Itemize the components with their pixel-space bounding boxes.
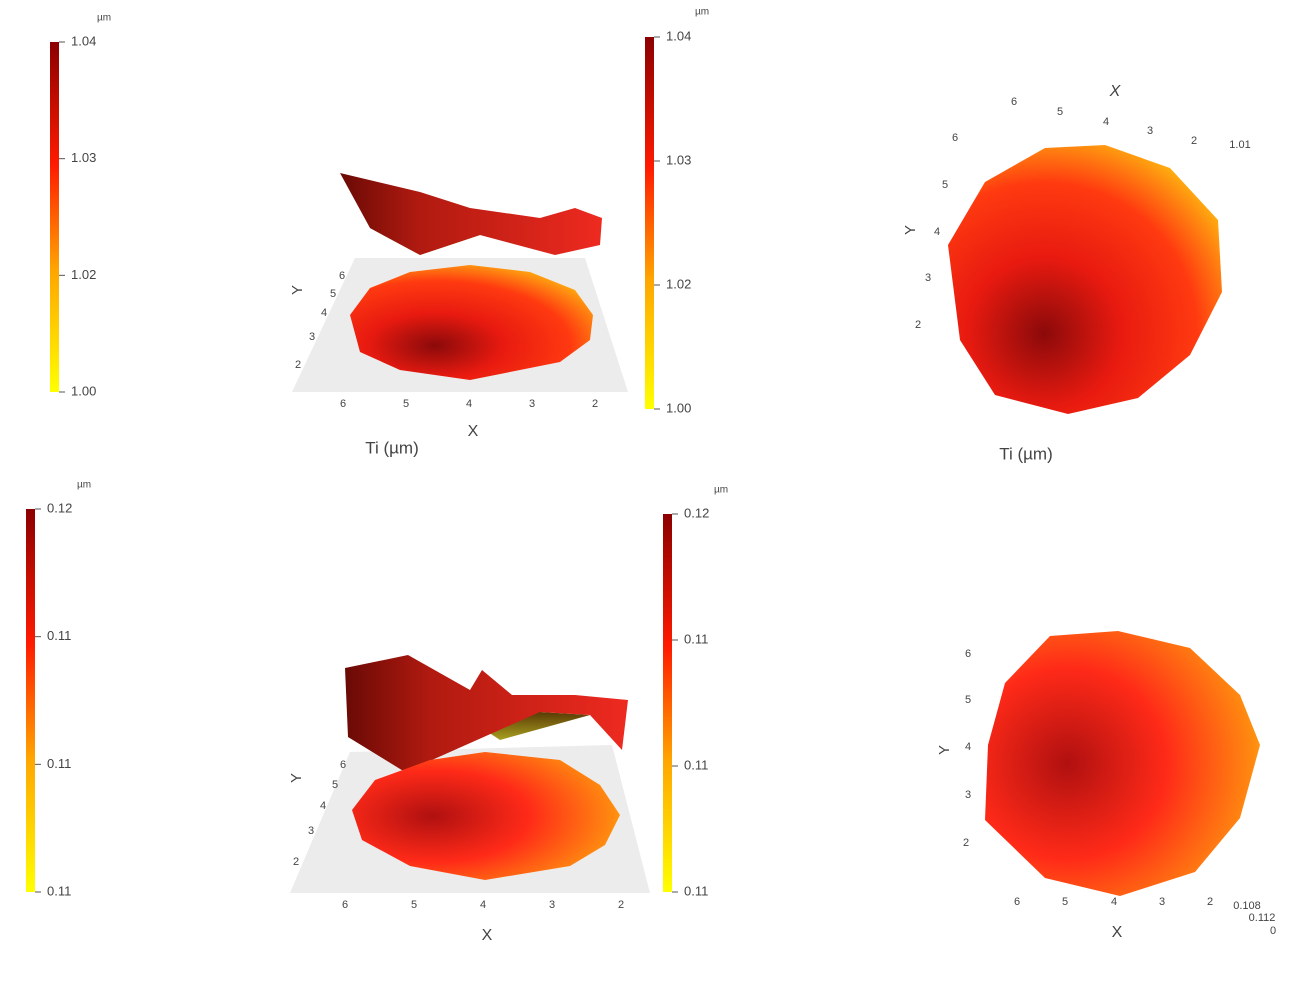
x-tick-label: 5 — [1057, 106, 1063, 118]
x-tick-label: 6 — [1014, 896, 1020, 908]
colorbar-tick-label: 1.03 — [71, 150, 96, 165]
colorbar — [50, 42, 59, 392]
y-tick-label: 2 — [963, 837, 969, 849]
y-tick-label: 4 — [965, 741, 971, 753]
colorbar-tick-label: 0.11 — [684, 631, 708, 646]
x-tick-label: 2 — [1207, 896, 1213, 908]
x-tick-label: 4 — [1111, 896, 1117, 908]
y-tick-label: 4 — [320, 800, 326, 812]
x-tick-label: 3 — [549, 899, 555, 911]
colorbar-tick-label: 0.11 — [684, 757, 708, 772]
top-view-surface — [985, 631, 1260, 896]
x-tick-label: 2 — [1191, 135, 1197, 147]
x-tick-label: 6 — [1011, 96, 1017, 108]
axis-label: X — [468, 423, 479, 440]
x-tick-label: 3 — [1147, 125, 1153, 137]
x-tick-label: 4 — [1103, 116, 1109, 128]
x-tick-label: 4 — [480, 899, 486, 911]
colorbar-tick-label: 0.11 — [47, 756, 71, 771]
colorbar-unit: µm — [695, 7, 709, 18]
x-tick-label: 5 — [403, 398, 409, 410]
y-tick-label: 3 — [309, 331, 315, 343]
y-tick-label: 3 — [308, 825, 314, 837]
colorbar — [26, 509, 35, 892]
y-tick-label: 6 — [952, 132, 958, 144]
colorbar-tick-label: 0.12 — [684, 505, 709, 520]
y-tick-label: 4 — [934, 226, 940, 238]
x-tick-label: 5 — [1062, 896, 1068, 908]
colorbar-tick-label: 1.04 — [71, 33, 96, 48]
axis-label: Y — [289, 285, 306, 295]
x-tick-label: 2 — [592, 398, 598, 410]
colorbar-tick-label: 0.12 — [47, 500, 72, 515]
y-tick-label: 4 — [321, 307, 327, 319]
y-tick-label: 5 — [942, 179, 948, 191]
y-tick-label: 6 — [339, 270, 345, 282]
colorbar-tick-label: 1.00 — [71, 383, 96, 398]
x-tick-label: 3 — [529, 398, 535, 410]
colorbar-tick-label: 0.11 — [684, 883, 708, 898]
y-tick-label: 3 — [965, 789, 971, 801]
y-tick-label: 5 — [332, 779, 338, 791]
axis-label: Y — [936, 745, 953, 755]
x-tick-label: 6 — [340, 398, 346, 410]
colorbar-tick-label: 1.02 — [71, 267, 96, 282]
projected-surface — [352, 752, 620, 880]
colorbar-tick-label: 1.00 — [666, 400, 691, 415]
axis-label: X — [1109, 83, 1122, 100]
z-tick-label: 0 — [1270, 925, 1276, 937]
axis-label: Y — [288, 773, 305, 783]
x-tick-label: 4 — [466, 398, 472, 410]
z-tick-label: 0.108 — [1233, 900, 1261, 912]
x-tick-label: 3 — [1159, 896, 1165, 908]
y-tick-label: 2 — [293, 856, 299, 868]
y-tick-label: 5 — [965, 694, 971, 706]
colorbar-tick-label: 0.11 — [47, 628, 71, 643]
x-tick-label: 5 — [411, 899, 417, 911]
colorbar-tick-label: 1.03 — [666, 152, 691, 167]
axis-label: X — [482, 927, 493, 944]
y-tick-label: 6 — [340, 759, 346, 771]
axis-label: X — [1112, 924, 1123, 941]
z-tick-label: 1.01 — [1229, 139, 1250, 151]
colorbar-tick-label: 1.04 — [666, 28, 691, 43]
z-tick-label: 0.112 — [1249, 912, 1276, 924]
colorbar-tick-label: 1.02 — [666, 276, 691, 291]
colorbar-unit: µm — [714, 485, 728, 496]
y-tick-label: 6 — [965, 648, 971, 660]
plot-title: Ti (µm) — [365, 438, 419, 457]
plot-title: Ti (µm) — [999, 444, 1053, 463]
projected-surface — [350, 265, 593, 380]
y-tick-label: 5 — [330, 288, 336, 300]
colorbar — [663, 514, 672, 892]
x-tick-label: 6 — [342, 899, 348, 911]
colorbar — [645, 37, 654, 409]
colorbar-unit: µm — [77, 480, 91, 491]
y-tick-label: 3 — [925, 272, 931, 284]
colorbar-tick-label: 0.11 — [47, 883, 71, 898]
y-tick-label: 2 — [295, 359, 301, 371]
colorbar-unit: µm — [97, 13, 111, 24]
floating-surface — [345, 655, 628, 772]
x-tick-label: 2 — [618, 899, 624, 911]
axis-label: Y — [902, 225, 919, 235]
top-view-surface — [948, 145, 1222, 414]
floating-surface — [340, 173, 602, 255]
y-tick-label: 2 — [915, 319, 921, 331]
